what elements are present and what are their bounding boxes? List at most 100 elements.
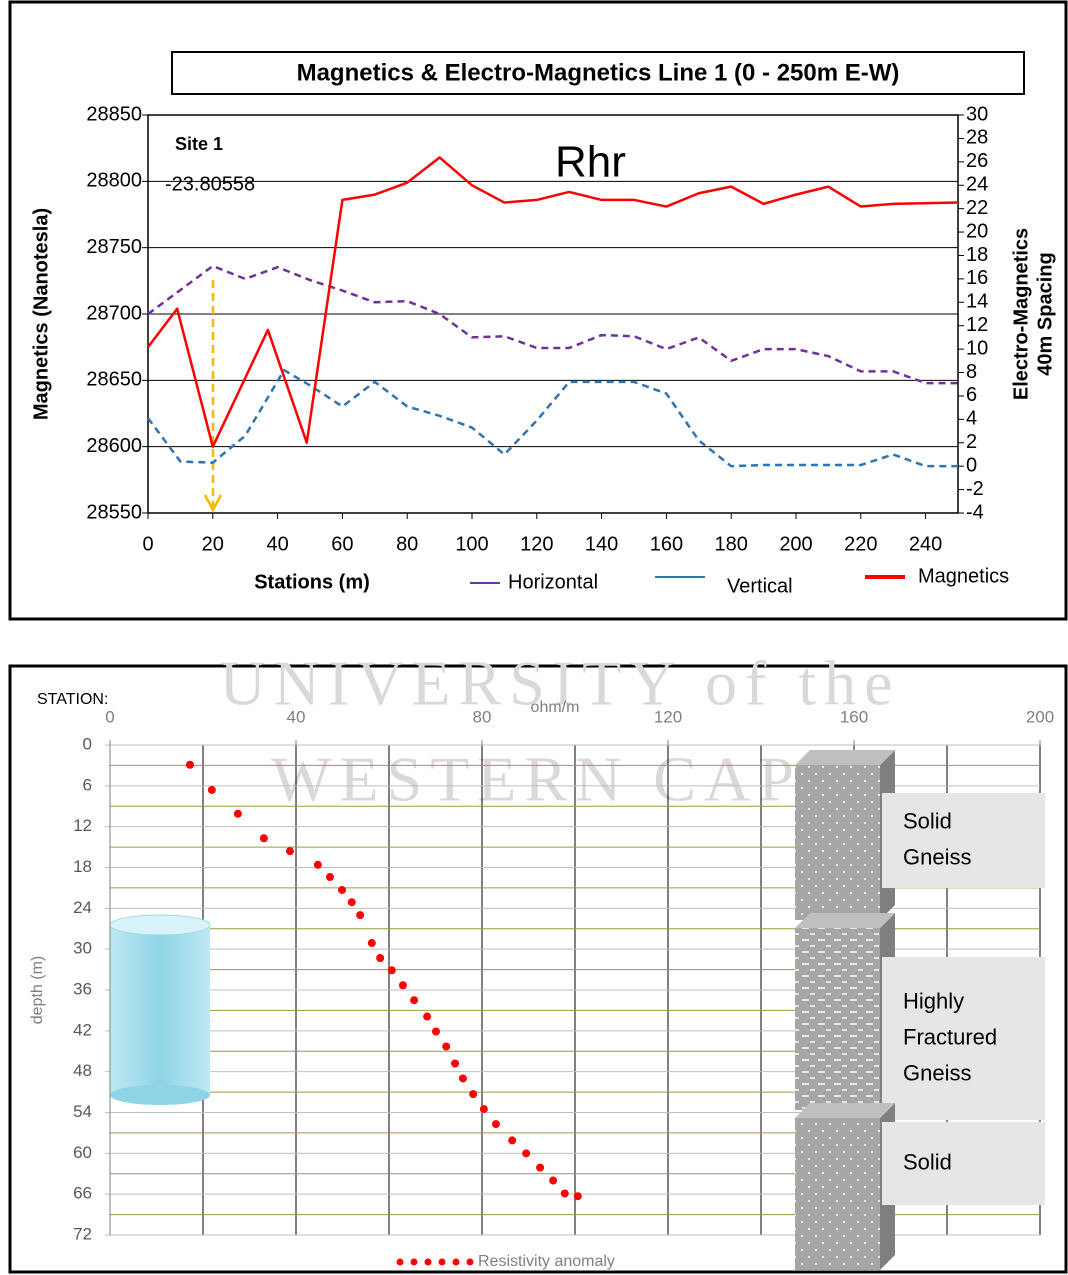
x-tick-label: 100: [455, 533, 488, 555]
x-tick-label: 200: [1026, 707, 1054, 726]
legend-swatch: [424, 1258, 432, 1266]
y2-tick-label: 0: [966, 454, 977, 476]
data-point: [398, 981, 407, 990]
water-icon-bottom: [110, 1085, 210, 1105]
y2-tick-label: 2: [966, 431, 977, 453]
data-point: [367, 939, 376, 948]
y2-tick-label: 16: [966, 267, 988, 289]
y2-tick-label: 10: [966, 337, 988, 359]
data-point: [573, 1192, 582, 1201]
data-point: [560, 1189, 569, 1198]
series-line: [147, 156, 959, 448]
y-tick-label: 66: [73, 1184, 92, 1203]
x-tick-label: 180: [715, 533, 748, 555]
x-tick-label: 60: [331, 533, 353, 555]
x-tick-label: 0: [105, 707, 114, 726]
x-tick-label: 80: [396, 533, 418, 555]
top-frame: [8, 0, 1068, 621]
data-point: [325, 873, 334, 882]
x-tick-label: 20: [202, 533, 224, 555]
rock-top: [795, 913, 895, 928]
y-tick-label: 28750: [86, 236, 142, 258]
layer-label: Fractured: [903, 1024, 997, 1049]
watermark: UNIVERSITY of the: [219, 648, 900, 719]
data-point: [410, 996, 419, 1005]
data-point: [259, 834, 268, 843]
y2-tick-label: 28: [966, 127, 988, 149]
layer-label: Gneiss: [903, 844, 971, 869]
data-point: [376, 954, 385, 963]
y-tick-label: 28850: [86, 103, 142, 125]
data-point: [313, 860, 322, 869]
x-tick-label: 160: [840, 707, 868, 726]
data-point: [479, 1105, 488, 1114]
data-point: [347, 898, 356, 907]
layer-box: [882, 1122, 1045, 1205]
x-axis-label: ohm/m: [531, 699, 580, 716]
x-tick-label: 120: [520, 533, 553, 555]
x-axis-label: Stations (m): [254, 571, 370, 593]
data-point: [423, 1012, 432, 1021]
rock-top: [795, 1103, 895, 1118]
y2-tick-label: 8: [966, 361, 977, 383]
data-point: [442, 1042, 451, 1051]
station-label: STATION:: [37, 691, 108, 708]
layer-box: [882, 793, 1045, 888]
x-tick-label: 80: [473, 707, 492, 726]
legend-label: Resistivity anomaly: [478, 1253, 615, 1270]
layer-box: [882, 957, 1045, 1120]
y2-axis-label: Electro-Magnetics: [1010, 228, 1032, 400]
y-tick-label: 28800: [86, 170, 142, 192]
y2-axis-label: 40m Spacing: [1034, 252, 1056, 375]
y-tick-label: 28700: [86, 302, 142, 324]
y-tick-label: 28600: [86, 435, 142, 457]
y-tick-label: 12: [73, 816, 92, 835]
y-tick-label: 48: [73, 1061, 92, 1080]
data-point: [549, 1176, 558, 1185]
legend-label: Magnetics: [918, 565, 1009, 587]
data-point: [431, 1027, 440, 1036]
y-tick-label: 54: [73, 1102, 92, 1121]
y2-tick-label: -4: [966, 501, 984, 523]
y2-tick-label: -2: [966, 478, 984, 500]
y2-tick-label: 14: [966, 291, 988, 313]
legend-swatch: [396, 1258, 404, 1266]
y-tick-label: 28650: [86, 369, 142, 391]
data-point: [233, 809, 242, 818]
y-tick-label: 0: [83, 734, 92, 753]
y2-tick-label: 6: [966, 384, 977, 406]
y-tick-label: 36: [73, 979, 92, 998]
x-tick-label: 40: [266, 533, 288, 555]
data-point: [356, 911, 365, 920]
series-line: [147, 264, 958, 385]
legend-swatch: [466, 1258, 474, 1266]
water-icon-top: [109, 914, 211, 936]
y2-tick-label: 12: [966, 314, 988, 336]
legend-swatch: [410, 1258, 418, 1266]
title-box: [171, 51, 1025, 95]
data-point: [458, 1074, 467, 1083]
data-point: [491, 1120, 500, 1129]
data-point: [522, 1149, 531, 1158]
data-point: [387, 966, 396, 975]
watermark: WESTERN CAPE: [271, 744, 849, 815]
data-point: [338, 885, 347, 894]
annotation: Rhr: [555, 138, 626, 187]
layer-label: Gneiss: [903, 1060, 971, 1085]
y-tick-label: 30: [73, 939, 92, 958]
rock-block: [795, 1118, 880, 1270]
layer-label: Solid: [903, 1149, 952, 1174]
y2-tick-label: 4: [966, 408, 977, 430]
y-tick-label: 6: [83, 775, 92, 794]
legend-swatch: [452, 1258, 460, 1266]
y2-tick-label: 24: [966, 174, 988, 196]
bottom-frame: [8, 664, 1068, 1274]
water-icon: [110, 925, 210, 1095]
x-tick-label: 220: [844, 533, 877, 555]
x-tick-label: 160: [650, 533, 683, 555]
marker-arrowhead: [203, 494, 223, 513]
y2-tick-label: 18: [966, 244, 988, 266]
x-tick-label: 140: [585, 533, 618, 555]
y-tick-label: 18: [73, 857, 92, 876]
data-point: [285, 847, 294, 856]
